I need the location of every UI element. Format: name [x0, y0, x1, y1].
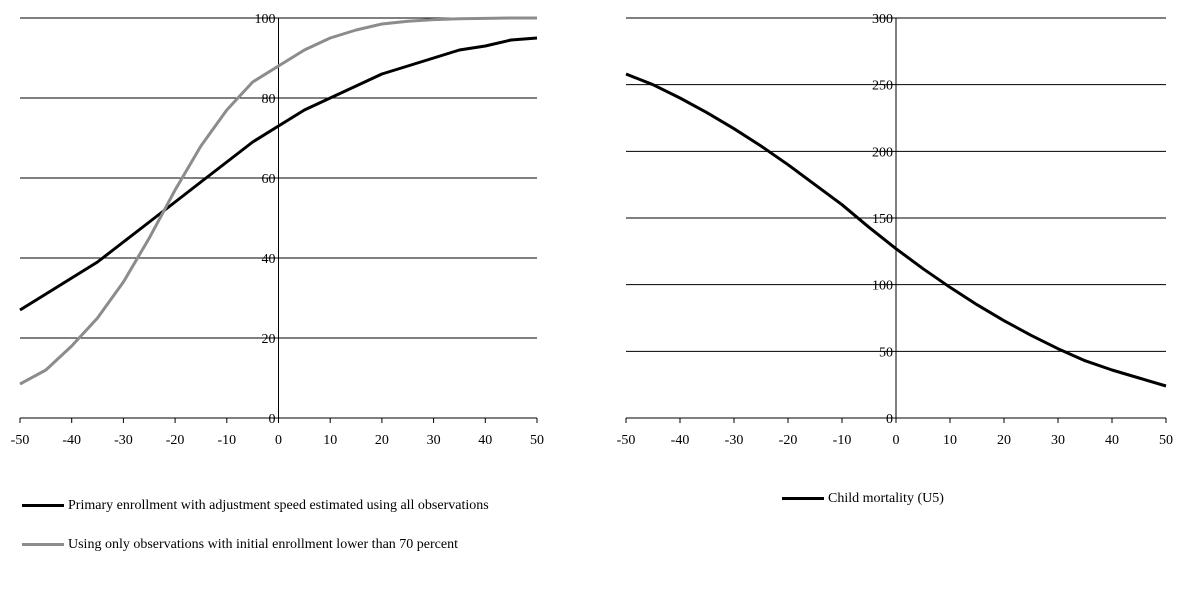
x-tick-label: 20: [997, 433, 1011, 448]
x-tick-label: -10: [217, 433, 236, 448]
y-tick-label: 60: [262, 172, 276, 187]
x-tick-label: 0: [275, 433, 282, 448]
series-line: [19, 36, 538, 312]
x-tick-label: -20: [779, 433, 798, 448]
x-tick-label: 0: [893, 433, 900, 448]
legend-item: Using only observations with initial enr…: [20, 536, 540, 553]
legend-enrollment: Primary enrollment with adjustment speed…: [20, 497, 540, 575]
legend-item: Child mortality (U5): [780, 490, 1080, 507]
x-tick-label: 20: [375, 433, 389, 448]
legend-swatch: [782, 497, 824, 500]
x-tick-label: -30: [114, 433, 133, 448]
legend-swatch: [22, 543, 64, 546]
x-tick-label: -50: [617, 433, 636, 448]
y-tick-label: 0: [886, 412, 893, 427]
y-tick-label: 50: [879, 345, 893, 360]
legend-label: Using only observations with initial enr…: [68, 537, 458, 552]
y-tick-label: 150: [872, 212, 893, 227]
x-tick-label: -10: [833, 433, 852, 448]
y-tick-label: 300: [872, 12, 893, 27]
legend-label: Primary enrollment with adjustment speed…: [68, 498, 489, 513]
x-tick-label: 50: [1159, 433, 1173, 448]
y-tick-label: 200: [872, 145, 893, 160]
x-tick-label: 10: [323, 433, 337, 448]
y-tick-label: 250: [872, 79, 893, 94]
x-tick-label: 50: [530, 433, 544, 448]
y-tick-label: 100: [255, 12, 276, 27]
x-tick-label: 40: [478, 433, 492, 448]
y-tick-label: 80: [262, 92, 276, 107]
series-line: [625, 72, 1167, 388]
x-tick-label: -50: [11, 433, 30, 448]
legend-item: Primary enrollment with adjustment speed…: [20, 497, 540, 514]
legend-swatch: [22, 504, 64, 507]
y-tick-label: 20: [262, 332, 276, 347]
legend-label: Child mortality (U5): [828, 491, 944, 506]
chart-enrollment: 0 20 40 60 80 100 -50 -40 -30 -20 -10 0 10 20 30 40 50: [11, 12, 544, 448]
chart-child-mortality: 0 50 100 150 200 250 300 -50 -40 -30 -20 -10 0 10 20 30…: [617, 12, 1173, 448]
legend-child-mortality: Child mortality (U5): [780, 490, 1080, 529]
x-tick-label: -40: [62, 433, 81, 448]
series-line: [19, 16, 537, 386]
x-tick-label: -40: [671, 433, 690, 448]
x-tick-label: 30: [427, 433, 441, 448]
x-tick-label: 40: [1105, 433, 1119, 448]
x-tick-label: 30: [1051, 433, 1065, 448]
x-tick-label: -30: [725, 433, 744, 448]
x-tick-label: -20: [166, 433, 185, 448]
x-tick-label: 10: [943, 433, 957, 448]
y-tick-label: 40: [262, 252, 276, 267]
y-tick-label: 100: [872, 279, 893, 294]
y-tick-label: 0: [269, 412, 276, 427]
